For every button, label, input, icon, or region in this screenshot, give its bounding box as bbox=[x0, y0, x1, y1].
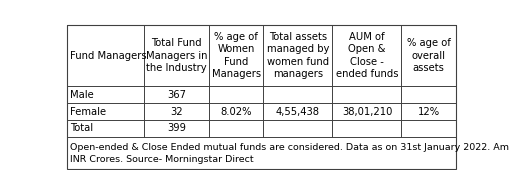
Text: Open-ended & Close Ended mutual funds are considered. Data as on 31st January 20: Open-ended & Close Ended mutual funds ar… bbox=[70, 143, 509, 164]
Text: % age of
Women
Fund
Managers: % age of Women Fund Managers bbox=[211, 32, 260, 79]
Text: Male: Male bbox=[70, 90, 94, 100]
Text: Female: Female bbox=[70, 107, 106, 117]
Text: 38,01,210: 38,01,210 bbox=[341, 107, 391, 117]
Text: 399: 399 bbox=[167, 123, 186, 134]
Text: % age of
overall
assets: % age of overall assets bbox=[406, 38, 450, 73]
Text: 8.02%: 8.02% bbox=[220, 107, 251, 117]
Text: Total: Total bbox=[70, 123, 93, 134]
Text: Total assets
managed by
women fund
managers: Total assets managed by women fund manag… bbox=[266, 32, 328, 79]
Text: AUM of
Open &
Close -
ended funds: AUM of Open & Close - ended funds bbox=[335, 32, 398, 79]
Text: 4,55,438: 4,55,438 bbox=[275, 107, 319, 117]
Text: Fund Managers: Fund Managers bbox=[70, 51, 147, 61]
Text: 367: 367 bbox=[167, 90, 186, 100]
Text: 32: 32 bbox=[170, 107, 183, 117]
Text: Total Fund
Managers in
the Industry: Total Fund Managers in the Industry bbox=[146, 38, 207, 73]
Text: 12%: 12% bbox=[417, 107, 439, 117]
